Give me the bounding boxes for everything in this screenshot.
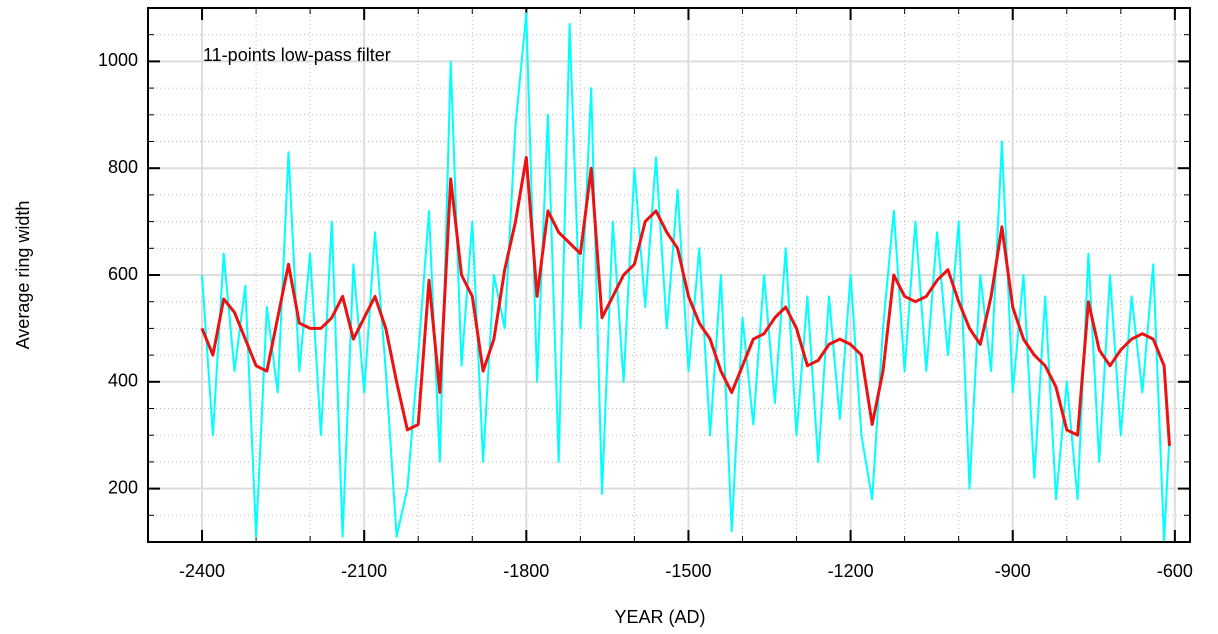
annotation: 11-points low-pass filter [203,45,391,65]
y-axis-label: Average ring width [13,201,33,350]
y-tick-label: 1000 [98,50,138,70]
x-tick-label: -1500 [665,561,711,581]
data-line [200,156,1171,447]
x-tick-label: -1800 [503,561,549,581]
x-axis-label: YEAR (AD) [614,607,705,627]
y-tick-label: 800 [108,157,138,177]
plot-frame [147,7,1191,543]
y-tick-label: 400 [108,371,138,391]
y-tick-label: 200 [108,477,138,497]
y-tick-label: 600 [108,264,138,284]
x-tick-label: -2100 [341,561,387,581]
x-tick-label: -1200 [828,561,874,581]
x-tick-label: -900 [995,561,1031,581]
x-tick-label: -2400 [179,561,225,581]
x-tick-label: -600 [1157,561,1193,581]
data-line [201,12,1171,542]
